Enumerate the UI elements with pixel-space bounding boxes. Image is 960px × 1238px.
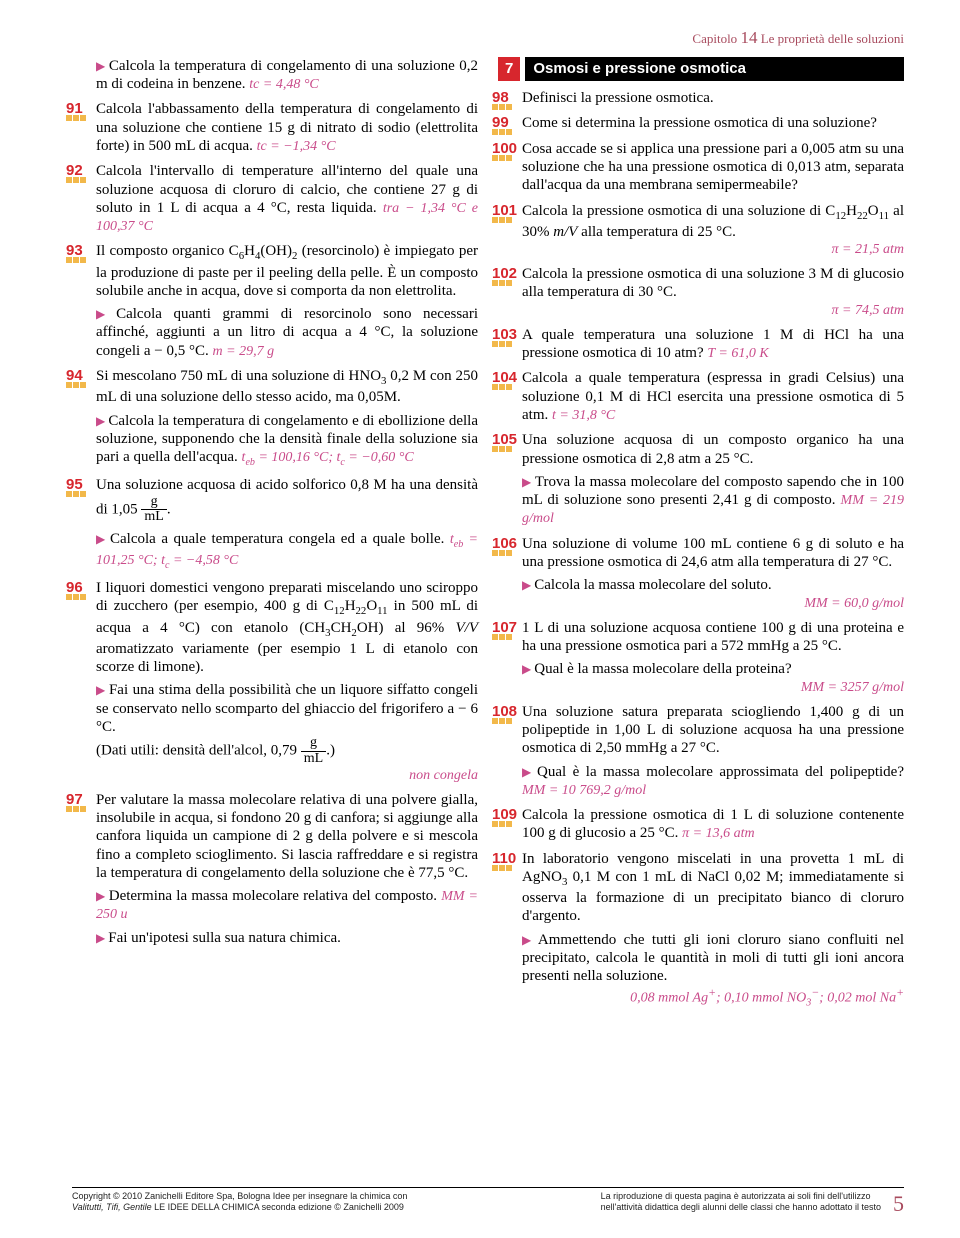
exercise-102: 102 Calcola la pressione osmotica di una… xyxy=(498,265,904,319)
section-header: 7 Osmosi e pressione osmotica xyxy=(498,57,904,81)
exercise-109: 109 Calcola la pressione osmotica di 1 L… xyxy=(498,806,904,843)
exercise-105: 105 Una soluzione acquosa di un composto… xyxy=(498,431,904,527)
exercise-97: 97 Per valutare la massa molecolare rela… xyxy=(72,791,478,947)
exercise-110: 110 In laboratorio vengono miscelati in … xyxy=(498,850,904,1010)
exercise-98: 98 Definisci la pressione osmotica. xyxy=(498,89,904,107)
exercise-94: 94 Si mescolano 750 mL di una soluzione … xyxy=(72,367,478,469)
section-title: Osmosi e pressione osmotica xyxy=(525,57,904,81)
exercise-92: 92 Calcola l'intervallo di temperature a… xyxy=(72,162,478,235)
chapter-header: Capitolo 14 Le proprietà delle soluzioni xyxy=(72,28,904,49)
triangle-icon: ▶ xyxy=(96,59,106,73)
left-column: ▶Calcola la temperatura di congelamento … xyxy=(72,57,478,1017)
exercise-104: 104 Calcola a quale temperatura (espress… xyxy=(498,369,904,424)
page-footer: Copyright © 2010 Zanichelli Editore Spa,… xyxy=(72,1187,904,1218)
footer-right: La riproduzione di questa pagina è autor… xyxy=(601,1191,904,1218)
exercise-93: 93 Il composto organico C6H4(OH)2 (resor… xyxy=(72,242,478,360)
difficulty-dots-icon xyxy=(66,115,86,121)
answer: tc = −1,34 °C xyxy=(257,139,336,154)
exercise-101: 101 Calcola la pressione osmotica di una… xyxy=(498,202,904,259)
exercise-107: 107 1 L di una soluzione acquosa contien… xyxy=(498,619,904,696)
answer: tc = 4,48 °C xyxy=(249,77,319,92)
exercise-91: 91 Calcola l'abbassamento della temperat… xyxy=(72,100,478,155)
exercise-intro: ▶Calcola la temperatura di congelamento … xyxy=(72,57,478,94)
exercise-108: 108 Una soluzione satura preparata sciog… xyxy=(498,703,904,799)
exercise-95: 95 Una soluzione acquosa di acido solfor… xyxy=(72,476,478,572)
section-number: 7 xyxy=(498,57,520,81)
footer-left: Copyright © 2010 Zanichelli Editore Spa,… xyxy=(72,1191,407,1213)
right-column: 7 Osmosi e pressione osmotica 98 Definis… xyxy=(498,57,904,1017)
exercise-106: 106 Una soluzione di volume 100 mL conti… xyxy=(498,535,904,612)
exercise-96: 96 I liquori domestici vengono preparati… xyxy=(72,579,478,784)
page-number: 5 xyxy=(893,1191,904,1218)
exercise-99: 99 Come si determina la pressione osmoti… xyxy=(498,114,904,132)
exercise-100: 100 Cosa accade se si applica una pressi… xyxy=(498,140,904,195)
exercise-103: 103 A quale temperatura una soluzione 1 … xyxy=(498,326,904,363)
